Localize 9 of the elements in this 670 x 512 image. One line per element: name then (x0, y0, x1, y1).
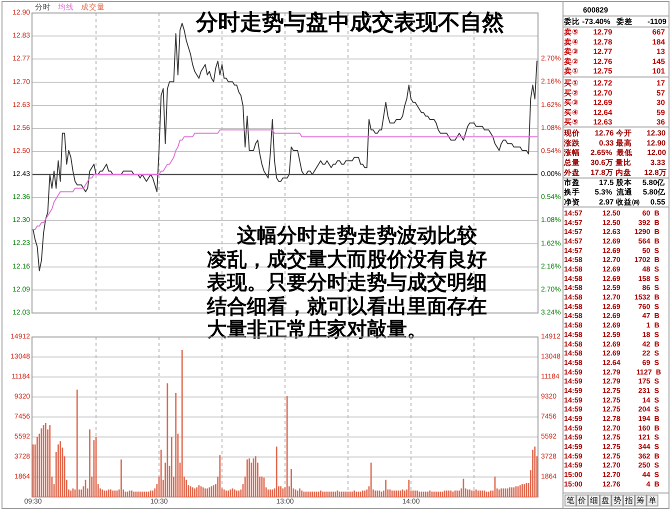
text: 单 (648, 496, 656, 505)
text: 筹 (636, 496, 645, 505)
text: 指 (624, 496, 633, 505)
chart-title: 分时走势与盘中成交表现不自然 (195, 10, 505, 36)
text: 细 (590, 496, 598, 505)
text: 价 (577, 496, 586, 505)
text: 势 (613, 496, 622, 505)
text: 笔 (566, 496, 574, 505)
text: 盘 (602, 496, 610, 505)
